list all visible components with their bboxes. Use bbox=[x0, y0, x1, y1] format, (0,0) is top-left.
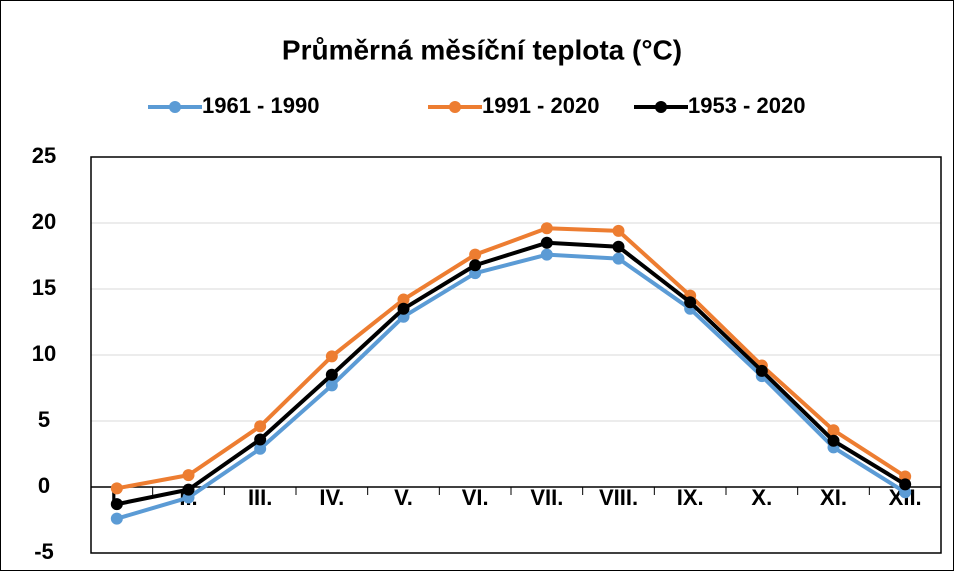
x-tick-label: VII. bbox=[530, 485, 563, 510]
x-tick-label: X. bbox=[751, 485, 772, 510]
data-point bbox=[325, 368, 338, 381]
y-tick-label: 10 bbox=[32, 341, 56, 366]
x-tick-label: IX. bbox=[677, 485, 704, 510]
data-point bbox=[755, 364, 768, 377]
data-point bbox=[612, 224, 625, 237]
legend-label: 1953 - 2020 bbox=[688, 93, 805, 118]
data-point bbox=[110, 482, 123, 495]
legend-marker bbox=[449, 101, 461, 113]
legend-label: 1991 - 2020 bbox=[482, 93, 599, 118]
data-point bbox=[397, 302, 410, 315]
x-tick-label: V. bbox=[394, 485, 413, 510]
data-point bbox=[612, 240, 625, 253]
data-point bbox=[612, 252, 625, 265]
y-tick-label: 5 bbox=[38, 407, 50, 432]
data-point bbox=[540, 222, 553, 235]
data-point bbox=[254, 442, 267, 455]
data-point bbox=[254, 420, 267, 433]
y-tick-label: 25 bbox=[32, 143, 56, 168]
series-line bbox=[116, 252, 907, 521]
chart-title: Průměrná měsíční teplota (°C) bbox=[282, 34, 682, 65]
data-point bbox=[254, 433, 267, 446]
data-point bbox=[684, 296, 697, 309]
x-tick-label: IV. bbox=[319, 485, 344, 510]
plot-border bbox=[90, 156, 942, 554]
x-tick-label: VIII. bbox=[599, 485, 638, 510]
data-point bbox=[110, 498, 123, 511]
y-tick-label: 15 bbox=[32, 275, 56, 300]
data-point bbox=[325, 379, 338, 392]
data-point bbox=[469, 248, 482, 261]
data-point bbox=[469, 259, 482, 272]
legend-marker bbox=[655, 101, 667, 113]
series-line bbox=[116, 240, 907, 507]
data-point bbox=[182, 469, 195, 482]
legend-label: 1961 - 1990 bbox=[202, 93, 319, 118]
data-point bbox=[182, 483, 195, 496]
x-tick-label: VI. bbox=[462, 485, 489, 510]
data-point bbox=[110, 512, 123, 525]
data-point bbox=[325, 350, 338, 363]
y-tick-label: -5 bbox=[34, 539, 54, 564]
x-tick-label: III. bbox=[248, 485, 272, 510]
data-point bbox=[397, 293, 410, 306]
x-tick-label: XI. bbox=[820, 485, 847, 510]
series-line bbox=[116, 226, 907, 491]
legend-marker bbox=[169, 101, 181, 113]
data-point bbox=[899, 478, 912, 491]
data-point bbox=[827, 424, 840, 437]
y-tick-label: 0 bbox=[38, 473, 50, 498]
data-point bbox=[540, 236, 553, 249]
y-tick-label: 20 bbox=[32, 209, 56, 234]
data-point bbox=[827, 434, 840, 447]
data-point bbox=[540, 248, 553, 261]
